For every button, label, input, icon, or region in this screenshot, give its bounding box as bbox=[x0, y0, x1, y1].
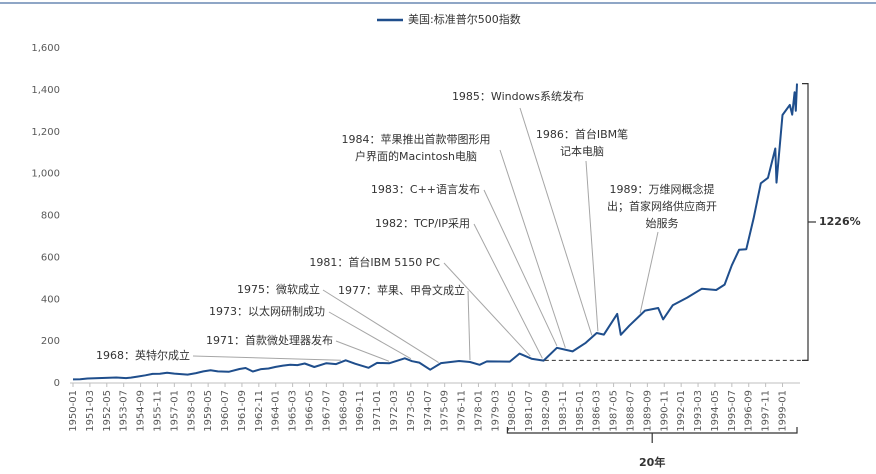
leader-line bbox=[443, 262, 531, 357]
leader-line bbox=[467, 290, 471, 360]
leader-line bbox=[483, 189, 558, 347]
annotation-text: 记本电脑 bbox=[560, 144, 604, 158]
leader-line bbox=[335, 340, 390, 362]
x-tick-label: 1999-01 bbox=[778, 390, 789, 432]
x-tick-label: 1954-09 bbox=[136, 390, 147, 432]
x-tick-label: 1996-09 bbox=[744, 390, 755, 432]
x-tick-label: 1979-03 bbox=[490, 390, 501, 432]
annotation-text: 1985：Windows系统发布 bbox=[452, 89, 584, 103]
x-tick-label: 1967-07 bbox=[321, 390, 332, 432]
y-tick-label: 600 bbox=[41, 252, 60, 263]
leader-line bbox=[473, 223, 543, 359]
x-tick-label: 1950-01 bbox=[68, 390, 79, 432]
x-tick-label: 1995-07 bbox=[727, 390, 738, 432]
y-tick-label: 1,000 bbox=[31, 169, 60, 180]
leader-line bbox=[639, 231, 659, 314]
x-tick-label: 1959-05 bbox=[203, 390, 214, 432]
x-tick-label: 1953-07 bbox=[119, 390, 130, 432]
growth-label: 1226% bbox=[819, 215, 861, 228]
annotation-text: 户界面的Macintosh电脑 bbox=[355, 149, 477, 163]
x-tick-label: 1964-01 bbox=[271, 390, 282, 432]
x-tick-label: 1988-07 bbox=[625, 390, 636, 432]
x-tick-label: 1990-11 bbox=[659, 390, 670, 432]
leader-line bbox=[192, 355, 341, 361]
x-tick-label: 1958-03 bbox=[186, 390, 197, 432]
y-tick-label: 200 bbox=[41, 336, 60, 347]
x-tick-label: 1971-01 bbox=[372, 390, 383, 432]
x-tick-label: 1966-05 bbox=[305, 390, 316, 432]
x-tick-label: 1974-07 bbox=[423, 390, 434, 432]
y-tick-label: 800 bbox=[41, 211, 60, 222]
x-tick-label: 1994-05 bbox=[710, 390, 721, 432]
x-tick-label: 1973-05 bbox=[406, 390, 417, 432]
period-label: 20年 bbox=[639, 455, 665, 469]
annotation-text: 1971：首款微处理器发布 bbox=[206, 333, 333, 347]
x-tick-label: 1962-11 bbox=[254, 390, 265, 432]
x-tick-label: 1965-03 bbox=[288, 390, 299, 432]
y-tick-label: 0 bbox=[54, 378, 60, 389]
x-tick-label: 1982-09 bbox=[541, 390, 552, 432]
annotation-text: 始服务 bbox=[646, 216, 679, 230]
annotation-text: 1977：苹果、甲骨文成立 bbox=[338, 283, 465, 297]
annotation-text: 1983：C++语言发布 bbox=[371, 182, 480, 196]
x-tick-label: 1951-03 bbox=[85, 390, 96, 432]
x-tick-label: 1993-03 bbox=[693, 390, 704, 432]
x-tick-label: 1961-09 bbox=[237, 390, 248, 432]
leader-line bbox=[328, 311, 412, 360]
annotation-text: 1982：TCP/IP采用 bbox=[375, 217, 470, 230]
annotation-text: 1968：英特尔成立 bbox=[96, 348, 190, 362]
growth-bracket bbox=[802, 82, 809, 361]
x-tick-label: 1987-05 bbox=[609, 390, 620, 432]
x-tick-label: 1985-01 bbox=[575, 390, 586, 432]
y-tick-label: 400 bbox=[41, 294, 60, 305]
x-tick-label: 1986-03 bbox=[592, 390, 603, 432]
x-tick-label: 1992-01 bbox=[676, 390, 687, 432]
leader-line bbox=[519, 107, 593, 336]
x-tick-label: 1981-07 bbox=[524, 390, 535, 432]
annotation-text: 1973：以太网研制成功 bbox=[209, 305, 325, 318]
x-tick-label: 1978-01 bbox=[473, 390, 484, 432]
x-tick-label: 1980-05 bbox=[507, 390, 518, 432]
series-line bbox=[72, 83, 798, 381]
annotation-text: 1984：苹果推出首款带图形用 bbox=[342, 132, 491, 146]
x-tick-label: 1952-05 bbox=[102, 390, 113, 432]
leader-line bbox=[499, 149, 566, 348]
leader-line bbox=[585, 160, 599, 332]
x-tick-label: 1969-11 bbox=[355, 390, 366, 432]
legend-label: 美国:标准普尔500指数 bbox=[408, 12, 521, 26]
annotation-text: 1989：万维网概念提 bbox=[610, 182, 715, 196]
x-tick-label: 1968-09 bbox=[338, 390, 349, 432]
x-tick-label: 1975-09 bbox=[440, 390, 451, 432]
annotation-text: 出；首家网络供应商开 bbox=[607, 199, 717, 213]
x-tick-label: 1983-11 bbox=[558, 390, 569, 432]
x-tick-label: 1955-11 bbox=[152, 390, 163, 432]
y-tick-label: 1,400 bbox=[31, 85, 60, 96]
annotation-text: 1975：微软成立 bbox=[237, 282, 320, 296]
x-tick-label: 1972-03 bbox=[389, 390, 400, 432]
annotation-text: 1986：首台IBM笔 bbox=[536, 127, 628, 141]
x-tick-label: 1960-07 bbox=[220, 390, 231, 432]
x-tick-label: 1957-01 bbox=[169, 390, 180, 432]
leader-line bbox=[322, 289, 439, 363]
x-tick-label: 1976-11 bbox=[457, 390, 468, 432]
x-tick-label: 1997-11 bbox=[761, 390, 772, 432]
x-tick-label: 1989-09 bbox=[642, 390, 653, 432]
y-tick-label: 1,600 bbox=[31, 43, 60, 54]
y-tick-label: 1,200 bbox=[31, 127, 60, 138]
annotation-text: 1981：首台IBM 5150 PC bbox=[309, 255, 440, 269]
